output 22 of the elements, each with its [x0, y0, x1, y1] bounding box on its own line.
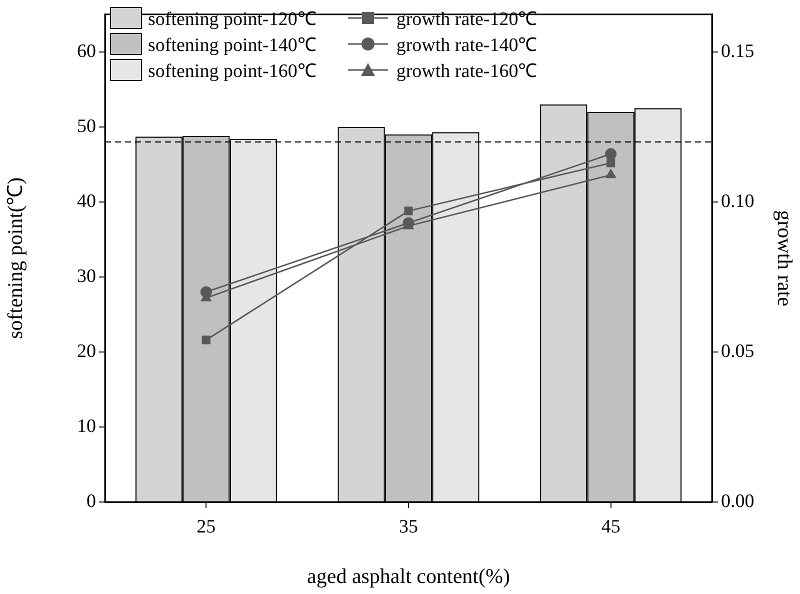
legend-label: softening point-140℃	[148, 34, 316, 57]
y-tick-label: 10	[77, 416, 96, 437]
x-tick-label: 25	[196, 516, 216, 538]
x-tick-label: 35	[399, 516, 418, 538]
legend-label: growth rate-140℃	[396, 34, 538, 57]
y-tick-label: 0	[86, 490, 96, 512]
y2-tick-label: 0.05	[721, 340, 754, 362]
y-tick-label: 20	[77, 340, 96, 362]
y-tick-label: 30	[77, 266, 96, 287]
legend-label: softening point-120℃	[148, 8, 316, 31]
y-tick-label: 60	[77, 40, 96, 62]
y-axis-title: softening point(℃)	[3, 177, 28, 339]
y-tick-label: 50	[77, 116, 96, 137]
legend-label: growth rate-160℃	[396, 60, 538, 83]
y2-tick-label: 0.00	[721, 490, 754, 512]
y2-tick-label: 0.15	[721, 40, 754, 62]
y2-axis-title: growth rate	[772, 210, 797, 306]
y2-tick-label: 0.10	[721, 190, 754, 212]
x-tick-label: 45	[601, 516, 620, 538]
x-axis-title: aged asphalt content(%)	[307, 564, 510, 588]
legend-label: softening point-160℃	[148, 60, 316, 83]
y-tick-label: 40	[77, 190, 96, 212]
